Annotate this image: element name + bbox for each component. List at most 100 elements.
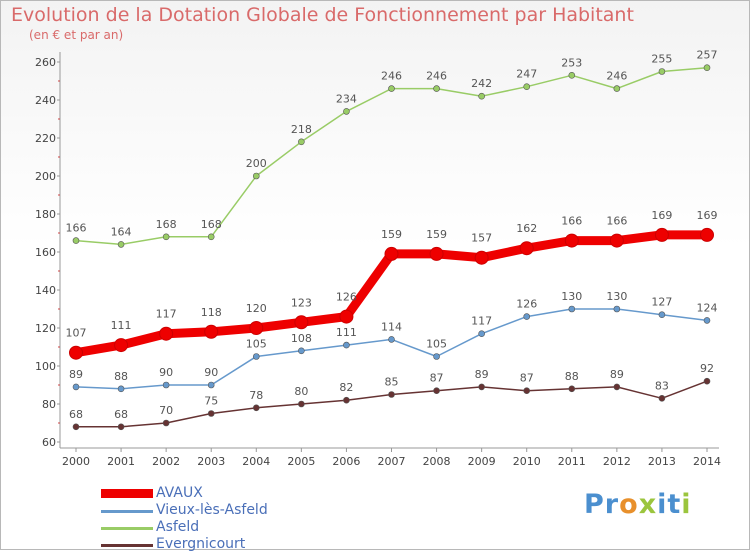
data-point-evergnicourt xyxy=(162,419,170,427)
data-point-vieux-les-asfeld xyxy=(478,330,485,338)
y-tick-label: 120 xyxy=(35,322,56,335)
data-label-evergnicourt: 87 xyxy=(520,372,534,385)
data-label-asfeld: 247 xyxy=(516,68,537,81)
data-point-evergnicourt xyxy=(433,387,440,395)
data-label-vieux-les-asfeld: 124 xyxy=(697,301,718,314)
data-label-vieux-les-asfeld: 111 xyxy=(336,326,357,339)
data-point-vieux-les-asfeld xyxy=(117,385,125,393)
data-point-asfeld xyxy=(207,233,215,241)
legend-label-avaux: AVAUX xyxy=(156,485,203,501)
data-point-vieux-les-asfeld xyxy=(523,313,531,320)
y-tick-label: 80 xyxy=(42,398,56,411)
legend-swatch-asfeld xyxy=(101,527,153,530)
data-point-asfeld xyxy=(568,72,576,79)
data-label-avaux: 162 xyxy=(516,222,537,235)
data-point-evergnicourt xyxy=(207,410,215,417)
chart-title: Evolution de la Dotation Globale de Fonc… xyxy=(11,4,634,26)
data-label-vieux-les-asfeld: 108 xyxy=(291,332,312,345)
data-point-vieux-les-asfeld xyxy=(343,341,350,349)
data-label-avaux: 107 xyxy=(66,327,87,340)
data-point-asfeld xyxy=(117,241,125,248)
legend-label-evergnicourt: Evergnicourt xyxy=(156,536,246,552)
data-point-evergnicourt xyxy=(568,385,576,393)
data-point-avaux xyxy=(384,246,399,261)
data-label-avaux: 111 xyxy=(111,319,132,332)
data-point-vieux-les-asfeld xyxy=(703,317,711,324)
x-tick-label: 2012 xyxy=(603,455,631,468)
data-point-avaux xyxy=(654,227,669,242)
data-point-vieux-les-asfeld xyxy=(72,383,80,391)
data-point-asfeld xyxy=(72,237,80,244)
x-tick-label: 2009 xyxy=(468,455,496,468)
data-label-avaux: 169 xyxy=(651,209,672,222)
data-point-asfeld xyxy=(658,68,666,75)
data-label-vieux-les-asfeld: 126 xyxy=(516,298,537,311)
data-label-asfeld: 255 xyxy=(651,53,672,66)
data-point-evergnicourt xyxy=(703,377,711,385)
x-tick-label: 2013 xyxy=(648,455,676,468)
x-tick-label: 2006 xyxy=(332,455,360,468)
data-label-vieux-les-asfeld: 89 xyxy=(69,368,83,381)
y-tick-label: 200 xyxy=(35,170,56,183)
data-label-avaux: 157 xyxy=(471,232,492,245)
data-label-avaux: 117 xyxy=(156,308,177,321)
data-point-avaux xyxy=(474,250,489,265)
data-point-asfeld xyxy=(252,172,260,180)
data-point-vieux-les-asfeld xyxy=(162,381,170,389)
data-point-evergnicourt xyxy=(523,387,531,395)
legend-swatch-vieux-les-asfeld xyxy=(101,510,153,513)
data-point-asfeld xyxy=(523,83,531,90)
data-label-asfeld: 253 xyxy=(561,56,582,69)
data-label-asfeld: 218 xyxy=(291,123,312,136)
data-label-asfeld: 242 xyxy=(471,77,492,90)
y-tick-label: 240 xyxy=(35,94,56,107)
data-point-vieux-les-asfeld xyxy=(568,305,576,313)
data-point-vieux-les-asfeld xyxy=(298,347,305,355)
data-label-vieux-les-asfeld: 88 xyxy=(114,370,128,383)
data-point-avaux xyxy=(69,345,83,360)
data-label-asfeld: 168 xyxy=(156,218,177,231)
x-tick-label: 2001 xyxy=(107,455,135,468)
legend-label-asfeld: Asfeld xyxy=(156,519,200,535)
data-label-evergnicourt: 82 xyxy=(339,381,353,394)
data-label-asfeld: 234 xyxy=(336,92,357,105)
y-tick-label: 220 xyxy=(35,132,56,145)
x-tick-label: 2014 xyxy=(693,455,721,468)
data-label-evergnicourt: 87 xyxy=(430,372,444,385)
data-point-vieux-les-asfeld xyxy=(658,311,666,319)
data-label-vieux-les-asfeld: 130 xyxy=(606,290,627,303)
data-label-evergnicourt: 92 xyxy=(700,362,714,375)
data-label-vieux-les-asfeld: 90 xyxy=(204,366,218,379)
data-point-evergnicourt xyxy=(478,383,485,391)
x-tick-label: 2011 xyxy=(558,455,586,468)
data-point-asfeld xyxy=(343,108,350,115)
data-point-vieux-les-asfeld xyxy=(613,305,621,313)
legend-swatch-avaux xyxy=(101,489,153,498)
data-label-evergnicourt: 83 xyxy=(655,379,669,392)
data-label-asfeld: 257 xyxy=(697,49,718,62)
data-label-avaux: 166 xyxy=(561,215,582,228)
x-tick-label: 2000 xyxy=(62,455,90,468)
x-tick-label: 2005 xyxy=(287,455,315,468)
data-point-asfeld xyxy=(478,92,485,100)
data-point-evergnicourt xyxy=(658,394,666,402)
data-label-avaux: 169 xyxy=(697,209,718,222)
chart-subtitle: (en € et par an) xyxy=(29,28,124,42)
y-tick-label: 180 xyxy=(35,208,56,221)
data-label-avaux: 126 xyxy=(336,291,357,304)
data-point-vieux-les-asfeld xyxy=(252,353,260,360)
data-label-avaux: 118 xyxy=(201,306,222,319)
x-tick-label: 2004 xyxy=(242,455,270,468)
data-label-evergnicourt: 75 xyxy=(204,395,218,408)
y-tick-label: 140 xyxy=(35,284,56,297)
data-label-evergnicourt: 68 xyxy=(114,408,128,421)
data-label-avaux: 120 xyxy=(246,302,267,315)
data-label-vieux-les-asfeld: 105 xyxy=(246,338,267,351)
data-point-avaux xyxy=(114,338,129,353)
data-label-vieux-les-asfeld: 130 xyxy=(561,290,582,303)
data-label-asfeld: 246 xyxy=(381,70,402,83)
data-label-asfeld: 200 xyxy=(246,157,267,170)
legend-swatch-evergnicourt xyxy=(101,544,153,547)
data-label-asfeld: 164 xyxy=(111,225,132,238)
logo-letter: o xyxy=(619,489,639,520)
